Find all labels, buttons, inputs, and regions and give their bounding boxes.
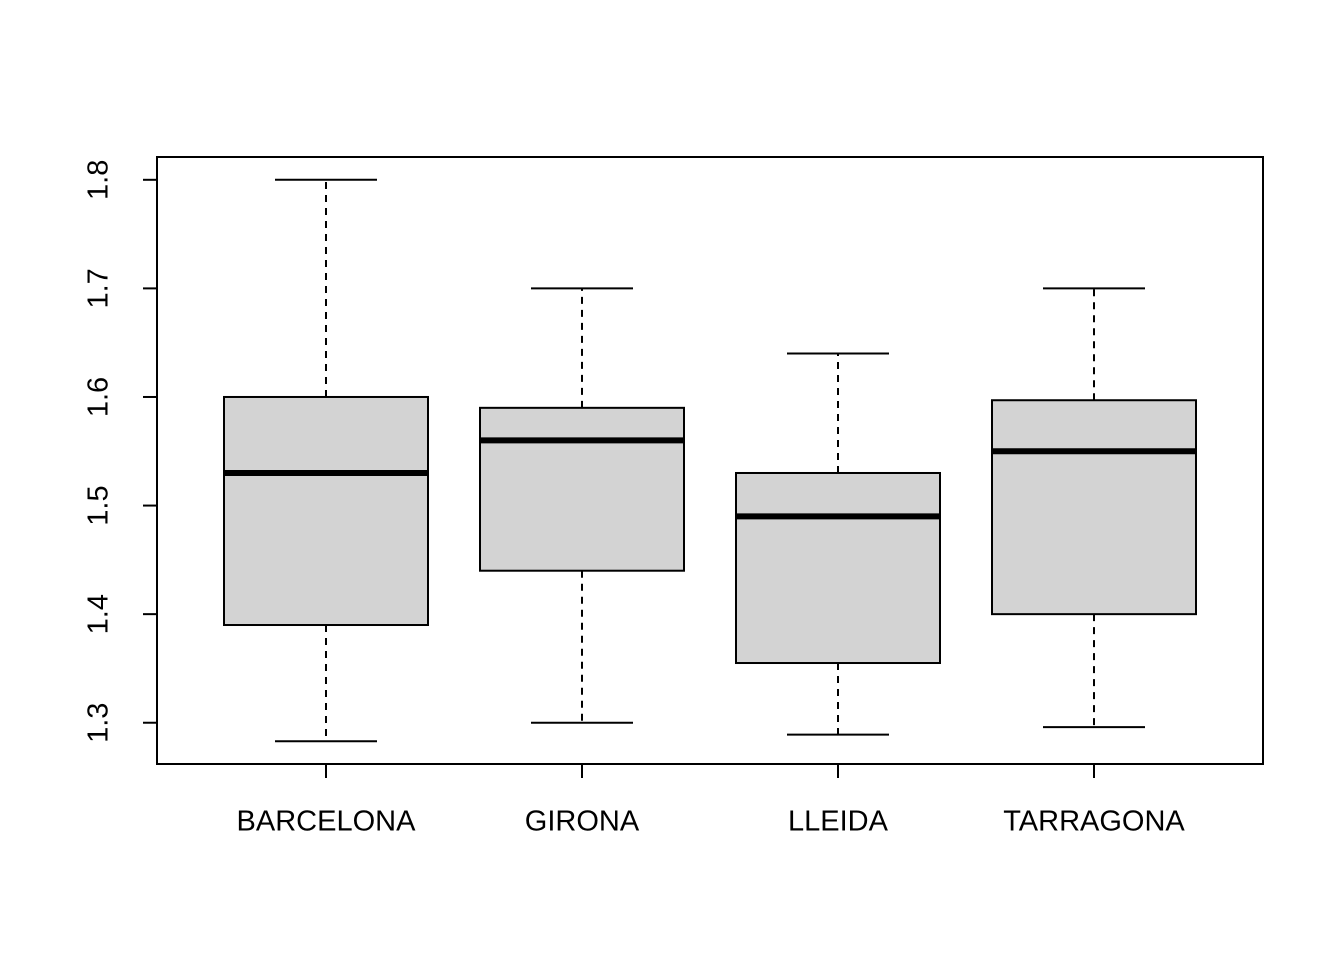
plot-frame xyxy=(156,156,1264,765)
box xyxy=(479,406,685,572)
box xyxy=(223,395,429,627)
x-tick-label: TARRAGONA xyxy=(1003,806,1185,838)
x-tick-label: BARCELONA xyxy=(237,806,417,838)
y-tick-label: 1.4 xyxy=(83,594,115,634)
y-tick-label: 1.8 xyxy=(83,160,115,200)
box xyxy=(991,399,1197,616)
y-tick-label: 1.3 xyxy=(83,703,115,743)
box xyxy=(735,471,941,665)
x-tick-label: LLEIDA xyxy=(788,806,889,838)
y-tick-label: 1.6 xyxy=(83,377,115,417)
y-tick-label: 1.7 xyxy=(83,268,115,308)
y-tick-label: 1.5 xyxy=(83,485,115,525)
x-tick-label: GIRONA xyxy=(525,806,640,838)
